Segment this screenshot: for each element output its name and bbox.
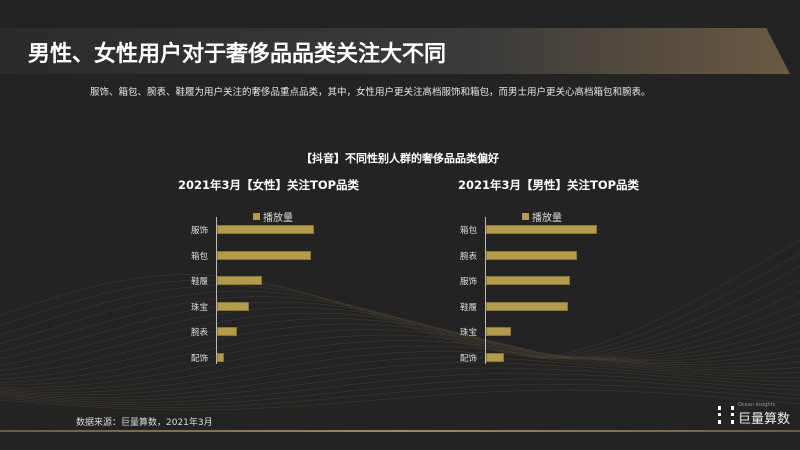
legend: 播放量 bbox=[522, 209, 562, 224]
wave-line bbox=[0, 290, 800, 359]
wave-line bbox=[0, 384, 800, 408]
wave-line bbox=[0, 253, 800, 358]
category-label: 珠宝 bbox=[190, 302, 208, 313]
chart-title: 2021年3月【女性】关注TOP品类 bbox=[178, 178, 360, 192]
bar bbox=[217, 327, 237, 336]
bar bbox=[486, 250, 577, 260]
wave-line bbox=[0, 266, 800, 359]
category-label: 珠宝 bbox=[459, 328, 477, 338]
bar bbox=[217, 250, 311, 260]
wave-line bbox=[0, 312, 800, 372]
page-title: 男性、女性用户对于奢侈品品类关注大不同 bbox=[28, 42, 447, 67]
y-axis bbox=[216, 217, 217, 364]
wave-line bbox=[0, 373, 800, 403]
wave-line bbox=[0, 356, 800, 396]
category-label: 配饰 bbox=[190, 353, 208, 364]
bar bbox=[486, 327, 511, 336]
category-label: 鞋履 bbox=[459, 302, 477, 313]
wave-decoration bbox=[0, 240, 800, 411]
wave-line bbox=[0, 340, 800, 388]
description: 服饰、箱包、腕表、鞋履为用户关注的奢侈品重点品类，其中，女性用户更关注高档服饰和… bbox=[90, 87, 651, 98]
wave-line bbox=[0, 345, 800, 391]
category-label: 腕表 bbox=[190, 328, 208, 338]
wave-line bbox=[0, 323, 800, 380]
bar bbox=[217, 301, 249, 311]
wave-line bbox=[0, 329, 800, 383]
bar bbox=[217, 276, 262, 285]
legend-label: 播放量 bbox=[263, 213, 293, 224]
bar bbox=[217, 352, 224, 362]
legend-swatch bbox=[253, 213, 260, 220]
legend: 播放量 bbox=[253, 209, 293, 224]
legend-label: 播放量 bbox=[532, 213, 562, 224]
bottom-divider bbox=[0, 430, 800, 432]
bar bbox=[486, 225, 597, 234]
bar bbox=[217, 225, 314, 234]
logo-text: 巨量算数 bbox=[738, 412, 791, 427]
wave-line bbox=[0, 378, 800, 406]
wave-line bbox=[0, 240, 800, 357]
chart-title: 2021年3月【男性】关注TOP品类 bbox=[458, 178, 640, 192]
data-source: 数据来源：巨量算数，2021年3月 bbox=[76, 418, 213, 428]
wave-line bbox=[0, 318, 800, 376]
category-label: 箱包 bbox=[190, 251, 208, 262]
title-bar bbox=[0, 28, 790, 74]
legend-swatch bbox=[522, 213, 529, 220]
logo-icon bbox=[718, 405, 734, 424]
category-label: 服饰 bbox=[459, 277, 477, 287]
bar bbox=[486, 301, 568, 311]
wave-line bbox=[0, 389, 800, 411]
wave-line bbox=[0, 362, 800, 398]
wave-line bbox=[0, 307, 800, 366]
logo: Ocean Insights 巨量算数 bbox=[718, 402, 790, 427]
section-subtitle: 【抖音】不同性别人群的奢侈品品类偏好 bbox=[301, 152, 499, 165]
category-label: 服饰 bbox=[190, 226, 208, 236]
category-label: 配饰 bbox=[459, 353, 477, 364]
bar bbox=[486, 352, 504, 362]
category-label: 鞋履 bbox=[190, 277, 208, 287]
category-label: 腕表 bbox=[459, 251, 477, 262]
category-label: 箱包 bbox=[459, 226, 477, 236]
wave-line bbox=[0, 351, 800, 393]
logo-en: Ocean Insights bbox=[738, 402, 776, 408]
y-axis bbox=[485, 217, 486, 364]
wave-line bbox=[0, 278, 800, 359]
wave-line bbox=[0, 367, 800, 401]
wave-line bbox=[0, 334, 800, 386]
bar bbox=[486, 276, 570, 285]
